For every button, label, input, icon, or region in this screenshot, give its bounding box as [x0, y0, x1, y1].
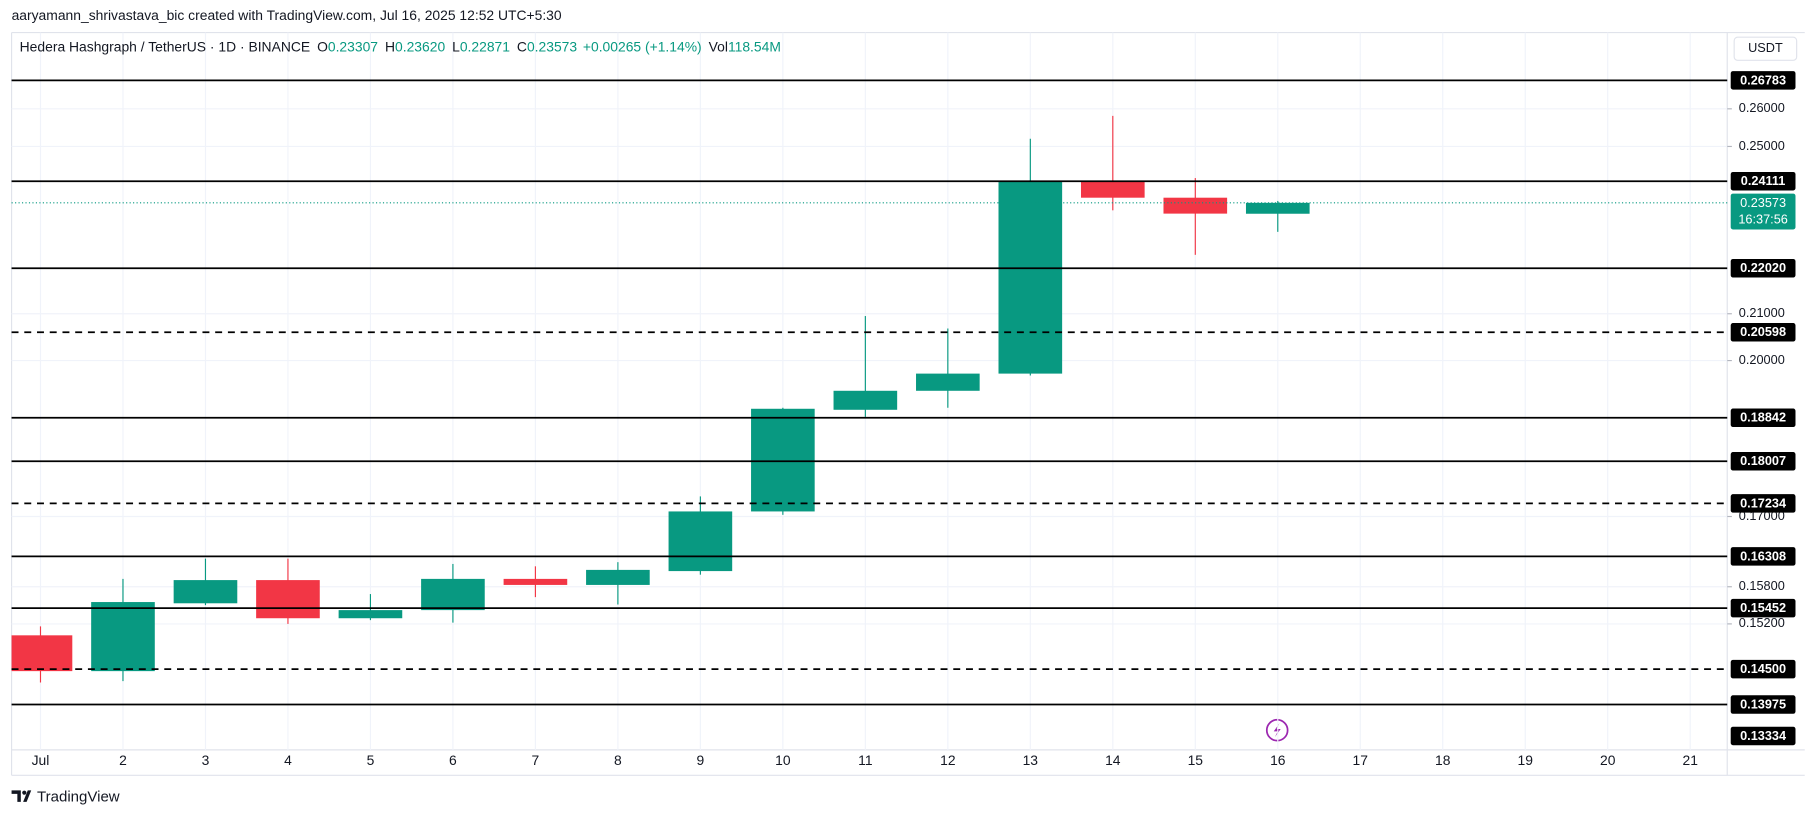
level-label-box: [1730, 323, 1796, 342]
x-tick-label: 16: [1270, 752, 1286, 768]
x-tick-label: 8: [614, 752, 622, 768]
x-tick-label: 19: [1518, 752, 1534, 768]
candle-body: [421, 578, 485, 611]
candle-body: [1080, 181, 1145, 198]
level-label: 0.18007: [1740, 453, 1786, 468]
candle-body: [586, 569, 650, 585]
level-label: 0.13334: [1740, 728, 1786, 743]
candle-body: [1163, 197, 1228, 214]
currency-box: [1733, 36, 1798, 61]
candle-body: [916, 373, 980, 391]
x-tick-label: 5: [367, 752, 375, 768]
y-tick-label: 0.26000: [1739, 100, 1785, 115]
candle-body: [998, 181, 1063, 374]
x-tick-label: 4: [284, 752, 292, 768]
volume-value: 118.54M: [728, 38, 781, 54]
level-label: 0.13975: [1740, 696, 1786, 711]
level-label: 0.18842: [1740, 410, 1786, 425]
x-tick-label: 10: [775, 752, 791, 768]
header-value: 0.23620: [395, 38, 445, 54]
level-label-box: [1730, 494, 1796, 513]
chart-title: Hedera Hashgraph / TetherUS · 1D · BINAN…: [20, 38, 310, 54]
candle-body: [833, 390, 898, 410]
volume-key: Vol: [709, 38, 728, 54]
level-label-box: [1730, 71, 1796, 90]
x-tick-label: 17: [1353, 752, 1369, 768]
level-label: 0.15452: [1740, 600, 1786, 615]
header-value: 0.23307: [328, 38, 378, 54]
header-change: +0.00265 (+1.14%): [583, 38, 702, 54]
header-key: O: [317, 38, 328, 54]
level-label-box: [1730, 408, 1796, 428]
candle-body: [11, 635, 73, 672]
brand-logo: [11, 790, 32, 802]
candles: [11, 115, 1310, 683]
candle-body: [751, 408, 815, 512]
level-label-box: [1730, 258, 1796, 278]
x-tick-label: 6: [449, 752, 457, 768]
level-label: 0.24111: [1741, 173, 1786, 188]
level-label: 0.22020: [1740, 260, 1786, 275]
level-label: 0.26783: [1740, 72, 1786, 87]
level-label-box: [1730, 659, 1796, 679]
x-tick-label: 13: [1023, 752, 1039, 768]
header-value: 0.22871: [460, 38, 510, 54]
y-tick-label: 0.21000: [1739, 305, 1785, 320]
x-tick-label: 15: [1188, 752, 1204, 768]
countdown: 16:37:56: [1738, 212, 1788, 227]
candle-body: [256, 580, 320, 619]
last-price-label: 0.23573: [1740, 195, 1786, 210]
candle-body: [1245, 202, 1310, 214]
header-key: C: [517, 38, 527, 54]
level-label: 0.17234: [1740, 495, 1786, 510]
level-label-box: [1730, 547, 1796, 566]
y-tick-label: 0.15800: [1739, 578, 1785, 593]
level-label-box: [1730, 598, 1796, 618]
candle-body: [173, 580, 238, 604]
currency: USDT: [1748, 40, 1783, 55]
credit: aaryamann_shrivastava_bic created with T…: [12, 7, 562, 23]
level-label-box: [1730, 695, 1796, 714]
level-label-box: [1730, 726, 1796, 746]
y-tick-label: 0.25000: [1739, 138, 1785, 153]
candle-body: [503, 578, 568, 585]
level-label-box: [1730, 452, 1796, 471]
x-tick-label: 2: [119, 752, 127, 768]
header-key: H: [385, 38, 395, 54]
candle-body: [338, 610, 403, 619]
level-label: 0.14500: [1740, 661, 1786, 676]
x-tick-label: 12: [940, 752, 956, 768]
x-tick-label: 20: [1600, 752, 1616, 768]
x-tick-label: 11: [858, 752, 873, 768]
candle-body: [668, 511, 733, 572]
x-tick-label: 3: [202, 752, 210, 768]
x-tick-label: 21: [1682, 752, 1698, 768]
y-tick-label: 0.15200: [1739, 615, 1785, 630]
x-tick-label: Jul: [32, 752, 50, 768]
level-label: 0.16308: [1740, 548, 1786, 563]
level-label-box: [1730, 171, 1796, 191]
y-tick-label: 0.20000: [1739, 352, 1785, 367]
header-key: L: [452, 38, 460, 54]
chart-header: Hedera Hashgraph / TetherUS · 1D · BINAN…: [20, 38, 781, 54]
level-label: 0.20598: [1740, 324, 1786, 339]
header-value: 0.23573: [527, 38, 577, 54]
x-tick-label: 9: [697, 752, 705, 768]
last-price-box: [1730, 193, 1796, 230]
x-tick-label: 18: [1435, 752, 1451, 768]
x-tick-label: 14: [1105, 752, 1121, 768]
brand: TradingView: [37, 788, 120, 805]
candle-body: [91, 602, 155, 672]
x-tick-label: 7: [532, 752, 540, 768]
